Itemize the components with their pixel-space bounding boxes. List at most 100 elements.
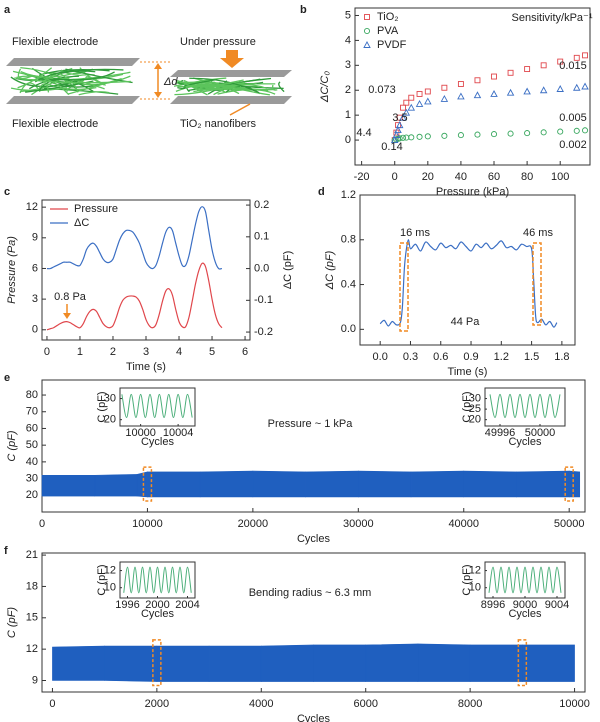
y-axis-label: Pressure (Pa) (6, 236, 18, 304)
arrow-head (220, 58, 244, 68)
x-tick-label: 0 (392, 171, 398, 183)
x-tick-label: 0.0 (373, 351, 388, 363)
x-tick-label: 20 (422, 171, 434, 183)
plot-frame (41, 552, 586, 693)
leader-line (229, 103, 251, 116)
x-tick-label: -20 (354, 171, 370, 183)
x-tick-label: 1.2 (494, 351, 509, 363)
band-segment (208, 645, 262, 682)
x-axis-label: Time (s) (126, 361, 166, 373)
legend-label: PVDF (377, 39, 407, 51)
x-tick-label: 1.5 (524, 351, 539, 363)
marker (490, 90, 498, 97)
panel-label: f (4, 545, 8, 557)
marker (473, 91, 482, 99)
y-axis-label: C (pF) (96, 564, 108, 595)
y-tick-label: 40 (26, 456, 38, 468)
y-tick-label: 10 (104, 582, 116, 594)
x-tick-label: 2000 (145, 599, 169, 611)
fiber (60, 68, 124, 74)
marker (363, 27, 371, 35)
data-line (489, 393, 561, 419)
y-axis-label: C (pF) (96, 391, 108, 422)
schematic-label: Flexible electrode (12, 118, 98, 130)
electrode-plate (170, 70, 292, 77)
marker (507, 69, 514, 76)
arrow-head (154, 92, 162, 98)
marker (581, 82, 589, 90)
x-tick-label: 8996 (481, 599, 505, 611)
x-tick-label: 0.6 (433, 351, 448, 363)
x-tick-label: 50000 (554, 518, 585, 530)
fiber (38, 83, 50, 93)
x-tick-label: 4 (176, 346, 182, 358)
y-tick-label: 21 (26, 549, 38, 561)
marker (416, 133, 423, 140)
y-tick-label: 80 (26, 389, 38, 401)
fiber (189, 77, 260, 94)
marker (524, 130, 531, 137)
marker (394, 126, 402, 134)
x-tick-label: 0 (39, 518, 45, 530)
annotation: 0.14 (381, 141, 402, 153)
band-segment (147, 471, 201, 498)
band-segment (136, 471, 148, 498)
inset-background (485, 562, 565, 598)
band-segment (417, 643, 471, 682)
fiber (25, 80, 94, 93)
legend-label: ΔC (74, 217, 89, 229)
x-tick-label: 5 (209, 346, 215, 358)
fiber (14, 77, 131, 84)
x-tick-label: 40000 (448, 518, 479, 530)
y-tick-label: 3 (345, 59, 351, 71)
y-tick-label: 12 (104, 564, 116, 576)
marker (441, 132, 448, 139)
band-segment (260, 644, 314, 682)
y-axis-label: C (pF) (461, 391, 473, 422)
x-tick-label: 3 (143, 346, 149, 358)
annotation: 46 ms (523, 227, 553, 239)
y-tick-label: 9 (32, 232, 38, 244)
fiber (199, 79, 244, 89)
annotation: Pressure ~ 1 kPa (268, 418, 354, 430)
marker (440, 95, 449, 102)
y-tick-label: 20 (469, 414, 481, 426)
x-tick-label: 60 (488, 171, 500, 183)
y-tick-label: 20 (104, 414, 116, 426)
marker (363, 41, 371, 48)
marker (581, 127, 589, 134)
panel-label: e (4, 372, 10, 384)
x-axis-label: Cycles (508, 608, 542, 620)
fiber (272, 84, 278, 91)
fiber (17, 67, 53, 89)
y-tick-label: 25 (469, 403, 481, 415)
band-segment (313, 644, 367, 682)
fiber (73, 78, 105, 90)
highlight-box (152, 639, 162, 687)
schematic-label: Δd (163, 76, 178, 88)
highlight-box (564, 466, 574, 502)
x-tick-label: 10000 (132, 518, 163, 530)
x-tick-label: 9000 (513, 599, 537, 611)
x-axis-label: Cycles (297, 533, 331, 545)
band-segment (305, 470, 359, 498)
y-axis-label: C (pF) (6, 607, 18, 639)
plot-frame (354, 7, 591, 166)
annotation: 16 ms (400, 227, 430, 239)
x-tick-label: 1.8 (554, 351, 569, 363)
marker (557, 58, 564, 65)
band-segment (104, 645, 158, 682)
y-axis-label: C (pF) (461, 564, 473, 595)
x-axis-label: Cycles (297, 713, 331, 722)
fiber (16, 75, 70, 96)
band-segment (41, 474, 96, 497)
marker (540, 129, 547, 136)
marker (524, 66, 531, 73)
y-tick-label: 6 (32, 262, 38, 274)
marker (403, 134, 410, 141)
annotation: 0.8 Pa (54, 291, 87, 303)
band-segment (156, 645, 210, 682)
fiber (278, 81, 285, 93)
panel-label: c (4, 186, 10, 198)
